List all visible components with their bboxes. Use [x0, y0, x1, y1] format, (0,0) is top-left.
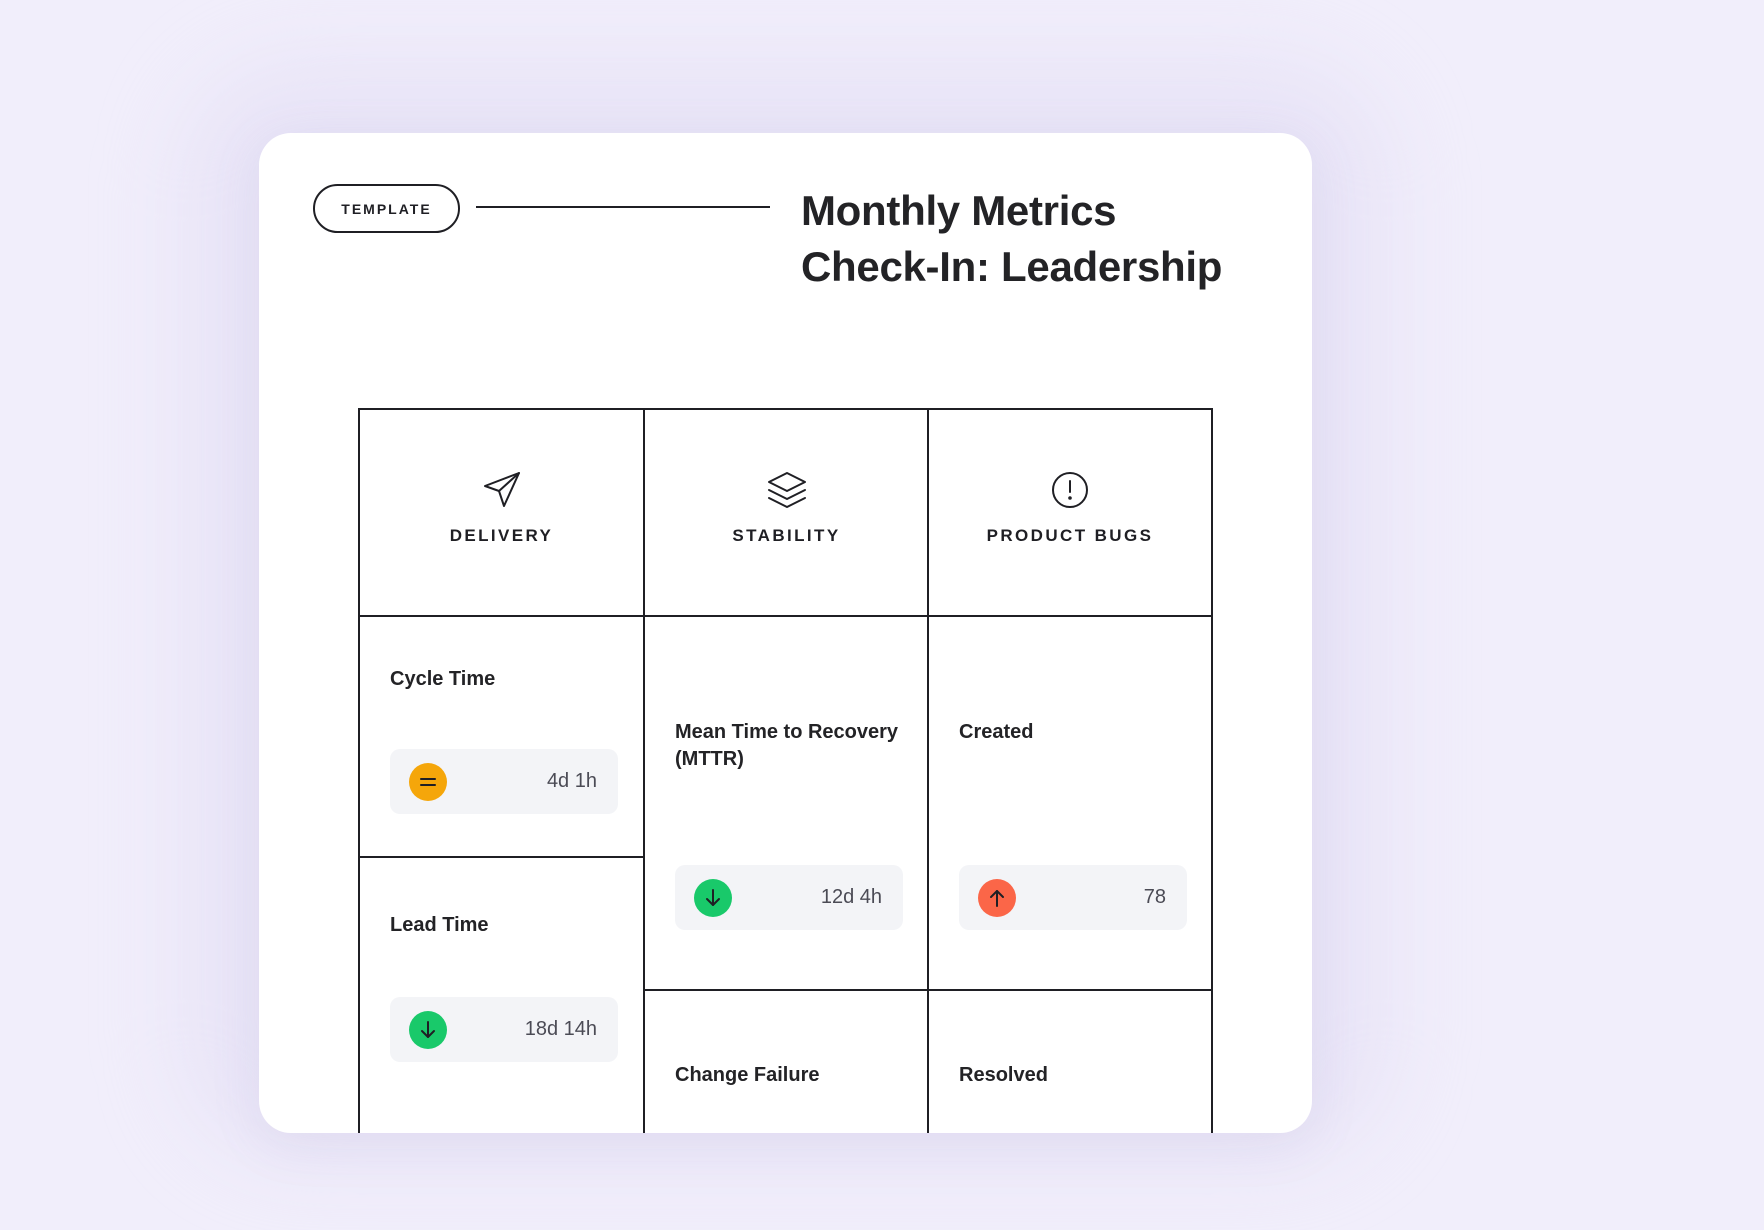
- metric-label: Mean Time to Recovery (MTTR): [675, 721, 899, 770]
- layers-icon: [767, 470, 807, 510]
- metric-label: Created: [959, 721, 1034, 743]
- metric-cell-mttr: Mean Time to Recovery (MTTR) 12d 4h: [643, 615, 930, 991]
- metric-label: Cycle Time: [390, 668, 496, 690]
- metric-value-box: 4d 1h: [390, 749, 618, 814]
- column-label-product-bugs: PRODUCT BUGS: [986, 526, 1154, 545]
- alert-circle-icon: [1050, 470, 1090, 510]
- arrow-down-icon: [409, 1011, 447, 1049]
- template-card: TEMPLATE Monthly Metrics Check-In: Leade…: [259, 133, 1312, 1133]
- page-title: Monthly Metrics Check-In: Leadership: [801, 183, 1281, 295]
- metric-value: 12d 4h: [820, 886, 882, 908]
- template-badge: TEMPLATE: [313, 184, 460, 233]
- metric-cell-lead-time: Lead Time 18d 14h: [358, 856, 645, 1133]
- metric-value: 18d 14h: [524, 1018, 597, 1040]
- title-line-2: Check-In: Leadership: [801, 243, 1223, 290]
- metric-label: Lead Time: [390, 914, 489, 936]
- header-divider: [476, 206, 770, 208]
- equals-icon: [409, 763, 447, 801]
- metric-value-box: 12d 4h: [675, 865, 903, 930]
- column-label-delivery: DELIVERY: [449, 526, 554, 545]
- metric-cell-change-failure: Change Failure: [643, 989, 930, 1133]
- column-header-delivery: DELIVERY: [358, 408, 645, 617]
- column-header-stability: STABILITY: [643, 408, 930, 617]
- metrics-table: DELIVERY STABILITY PRODUCT BUGS: [358, 408, 1213, 1133]
- arrow-down-icon: [694, 879, 732, 917]
- metric-label: Resolved: [959, 1064, 1048, 1086]
- column-label-stability: STABILITY: [732, 526, 841, 545]
- metric-value: 4d 1h: [546, 770, 597, 792]
- metric-cell-created: Created 78: [927, 615, 1213, 991]
- metric-value: 78: [1143, 886, 1166, 908]
- metric-label: Change Failure: [675, 1064, 820, 1086]
- metric-value-box: 18d 14h: [390, 997, 618, 1062]
- column-header-product-bugs: PRODUCT BUGS: [927, 408, 1213, 617]
- send-icon: [482, 470, 522, 510]
- metric-value-box: 78: [959, 865, 1187, 930]
- title-line-1: Monthly Metrics: [801, 187, 1117, 234]
- metric-cell-cycle-time: Cycle Time 4d 1h: [358, 615, 645, 858]
- metric-cell-resolved: Resolved: [927, 989, 1213, 1133]
- arrow-up-icon: [978, 879, 1016, 917]
